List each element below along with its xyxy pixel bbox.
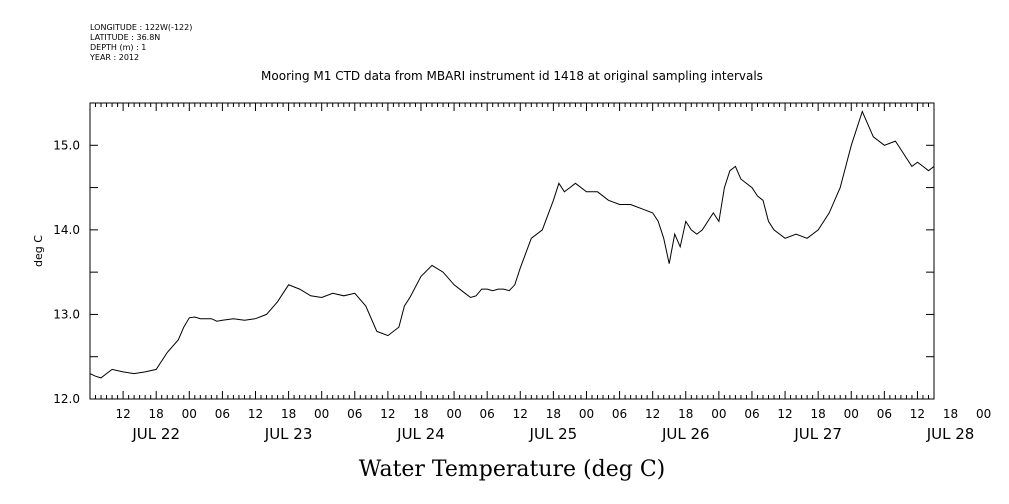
- x-tick-label: 18: [281, 407, 296, 421]
- x-tick-label: 12: [777, 407, 792, 421]
- x-tick-label: 18: [149, 407, 164, 421]
- y-tick-label: 15.0: [53, 138, 80, 152]
- x-tick-label: 18: [943, 407, 958, 421]
- y-tick-label: 14.0: [53, 223, 80, 237]
- metadata-depth: DEPTH (m) : 1: [90, 43, 146, 52]
- plot-frame: [89, 102, 935, 400]
- y-tick-label: 12.0: [53, 392, 80, 406]
- x-tick-label: 00: [976, 407, 991, 421]
- x-tick-label: 18: [678, 407, 693, 421]
- day-label: JUL 25: [529, 425, 578, 443]
- x-tick-label: 18: [413, 407, 428, 421]
- x-tick-label: 06: [347, 407, 362, 421]
- y-axis-label: deg C: [32, 235, 45, 267]
- x-tick-label: 12: [513, 407, 528, 421]
- x-tick-label: 00: [314, 407, 329, 421]
- x-tick-label: 12: [115, 407, 130, 421]
- metadata-latitude: LATITUDE : 36.8N: [90, 33, 160, 42]
- series-layer: [89, 110, 935, 379]
- x-tick-label: 00: [711, 407, 726, 421]
- temperature-series-line: [89, 110, 935, 379]
- day-label: JUL 22: [131, 425, 180, 443]
- day-label: JUL 26: [661, 425, 710, 443]
- x-tick-label: 12: [645, 407, 660, 421]
- day-label: JUL 28: [926, 425, 975, 443]
- metadata-year: YEAR : 2012: [89, 53, 139, 62]
- x-axis-ticks: 12 18 00 06 12 18 00 06 12 18 00 06 12 18 00 06 12 18 00 06…: [89, 103, 991, 443]
- x-tick-label: 06: [877, 407, 892, 421]
- y-axis-ticks: 12.0 13.0 14.0 15.0: [53, 102, 934, 406]
- x-tick-label: 06: [480, 407, 495, 421]
- x-tick-label: 00: [579, 407, 594, 421]
- x-tick-label: 06: [744, 407, 759, 421]
- x-tick-label: 06: [215, 407, 230, 421]
- x-tick-label: 12: [380, 407, 395, 421]
- y-tick-label: 13.0: [53, 307, 80, 321]
- x-tick-label: 18: [546, 407, 561, 421]
- chart-title: Mooring M1 CTD data from MBARI instrumen…: [261, 69, 763, 83]
- day-label: JUL 27: [793, 425, 842, 443]
- x-tick-label: 00: [446, 407, 461, 421]
- day-label: JUL 24: [396, 425, 445, 443]
- x-tick-label: 00: [182, 407, 197, 421]
- metadata-block: LONGITUDE : 122W(-122) LATITUDE : 36.8N …: [89, 23, 192, 62]
- x-tick-label: 00: [844, 407, 859, 421]
- x-tick-label: 12: [248, 407, 263, 421]
- x-axis-label: Water Temperature (deg C): [359, 457, 666, 482]
- metadata-longitude: LONGITUDE : 122W(-122): [90, 23, 192, 32]
- x-tick-label: 18: [811, 407, 826, 421]
- x-tick-label: 06: [612, 407, 627, 421]
- x-tick-label: 12: [910, 407, 925, 421]
- day-label: JUL 23: [264, 425, 313, 443]
